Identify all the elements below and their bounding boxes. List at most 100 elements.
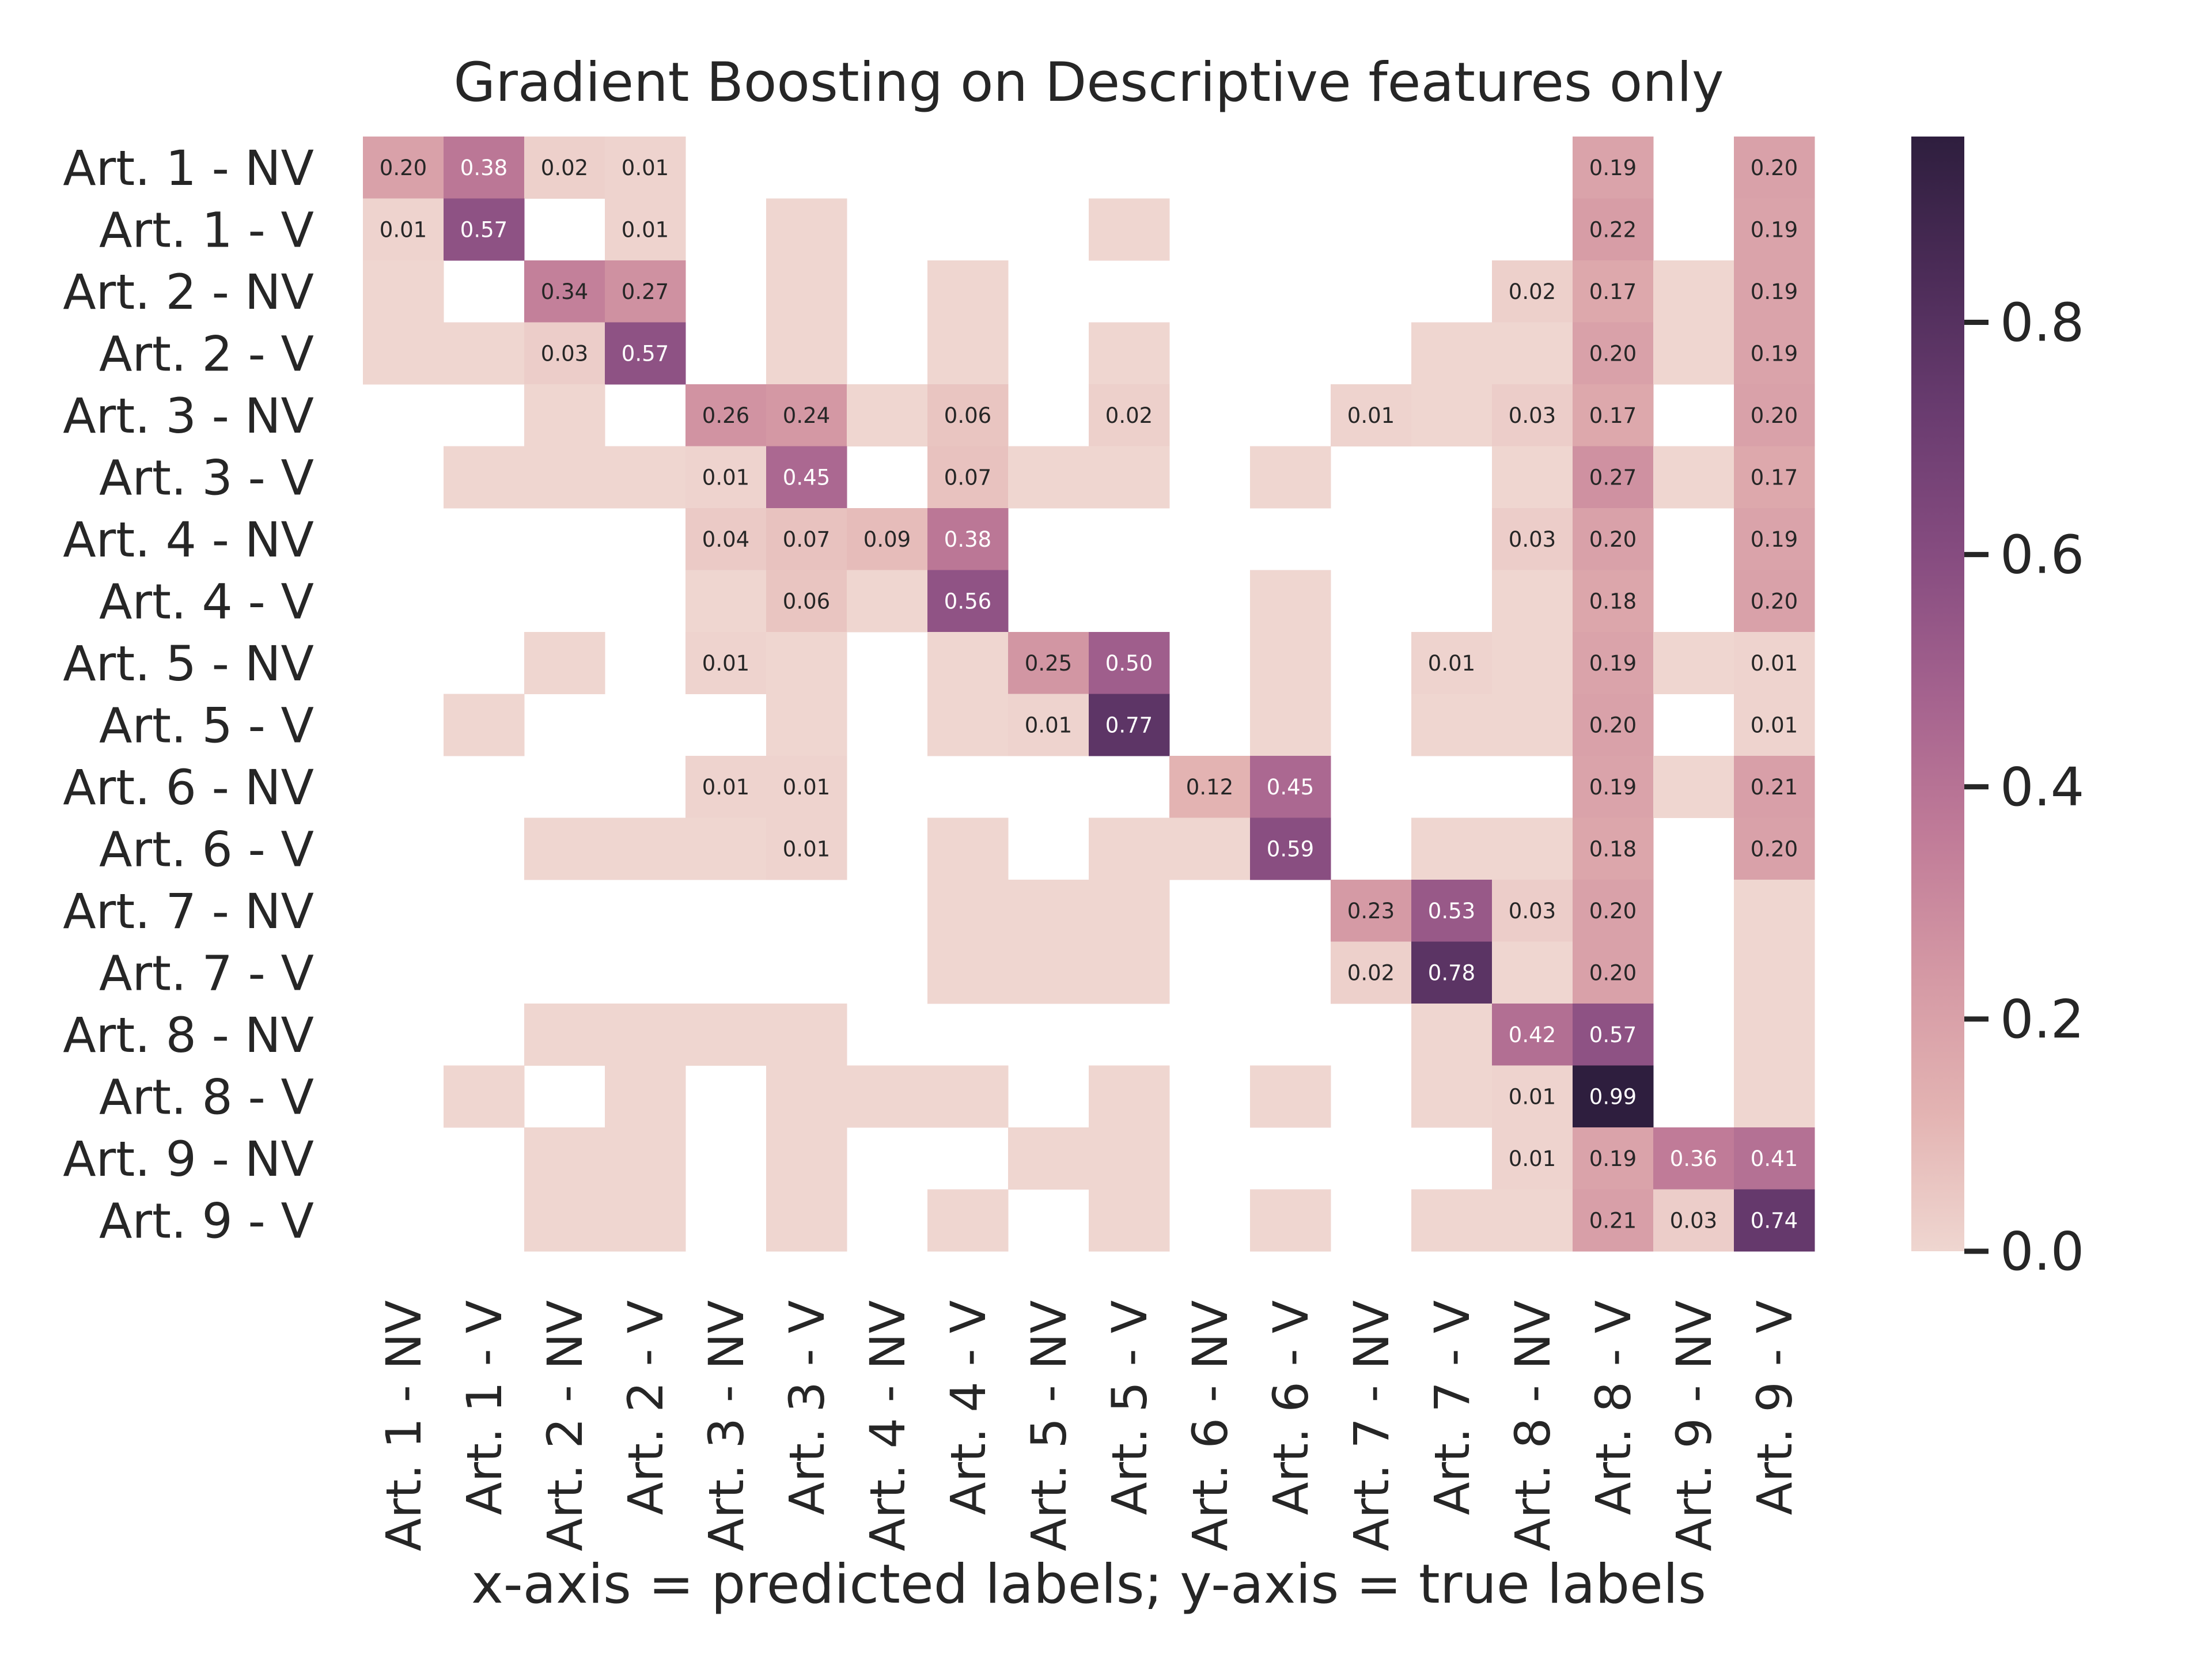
- cell-value-label: 0.45: [1267, 775, 1314, 800]
- colorbar-ticks: 0.0 0.2 0.4 0.6 0.8: [1964, 292, 2084, 1282]
- heatmap-cell: [605, 1065, 686, 1128]
- x-tick-label: Art. 4 - NV: [859, 1300, 916, 1551]
- y-tick-label: Art. 5 - V: [99, 697, 314, 754]
- cell-value-label: 0.19: [1751, 527, 1798, 552]
- heatmap-cell: [1573, 322, 1654, 385]
- cell-value-label: 0.99: [1589, 1084, 1637, 1109]
- chart-title: Gradient Boosting on Descriptive feature…: [453, 51, 1724, 114]
- heatmap-cell: [1411, 817, 1493, 880]
- y-tick-label: Art. 1 - NV: [63, 140, 314, 196]
- y-tick-label: Art. 5 - NV: [63, 635, 314, 692]
- heatmap-cell: [444, 198, 525, 261]
- heatmap-cell: [847, 508, 928, 570]
- heatmap-cell: [1734, 1127, 1815, 1190]
- cell-value-label: 0.77: [1105, 713, 1153, 737]
- cell-value-label: 0.74: [1751, 1208, 1798, 1233]
- heatmap-cell: [927, 260, 1009, 323]
- heatmap-cell: [1492, 260, 1573, 323]
- cell-value-label: 0.01: [1428, 651, 1475, 676]
- colorbar-tick-label: 0.8: [2000, 292, 2084, 354]
- heatmap-cell: [685, 1004, 767, 1066]
- heatmap-cell: [766, 1004, 847, 1066]
- heatmap-cell: [1573, 1127, 1654, 1190]
- cell-value-label: 0.23: [1347, 899, 1395, 923]
- heatmap-cell: [1089, 446, 1170, 509]
- heatmap-cell: [1411, 1189, 1493, 1252]
- heatmap-cell: [1250, 1065, 1331, 1128]
- heatmap-cell: [685, 756, 767, 818]
- y-tick-label: Art. 4 - NV: [63, 512, 314, 568]
- heatmap-cell: [1169, 817, 1251, 880]
- x-tick-label: Art. 1 - NV: [376, 1300, 432, 1551]
- heatmap-cell: [1411, 1065, 1493, 1128]
- heatmap-cell: [1734, 322, 1815, 385]
- x-tick-label: Art. 6 - NV: [1182, 1300, 1238, 1551]
- cell-value-label: 0.34: [541, 279, 588, 304]
- heatmap-cell: [605, 1004, 686, 1066]
- heatmap-cell: [605, 1127, 686, 1190]
- y-tick-label: Art. 8 - NV: [63, 1007, 314, 1063]
- cell-value-label: 0.24: [783, 403, 830, 428]
- cell-value-label: 0.19: [1751, 341, 1798, 366]
- heatmap-cell: [1492, 322, 1573, 385]
- heatmap-cell: [766, 570, 847, 633]
- heatmap-cell: [927, 632, 1009, 694]
- cell-value-label: 0.01: [702, 775, 749, 800]
- y-tick-label: Art. 9 - NV: [63, 1131, 314, 1187]
- heatmap-cell: [766, 632, 847, 694]
- heatmap-cell: [1734, 137, 1815, 199]
- cell-value-label: 0.20: [1589, 527, 1637, 552]
- heatmap-cell: [1734, 446, 1815, 509]
- heatmap-cell: [1734, 941, 1815, 1004]
- heatmap-cell: [1573, 1004, 1654, 1066]
- heatmap-cell: [1411, 384, 1493, 446]
- x-tick-label: Art. 4 - V: [940, 1300, 997, 1515]
- heatmap-cell: [1734, 570, 1815, 633]
- cell-value-label: 0.03: [1509, 403, 1556, 428]
- heatmap-cell: [363, 322, 444, 385]
- cell-value-label: 0.59: [1267, 836, 1314, 861]
- x-tick-label: Art. 8 - NV: [1505, 1300, 1561, 1551]
- heatmap-cell: [1089, 632, 1170, 694]
- heatmap-cell: [524, 1189, 605, 1252]
- cell-value-label: 0.18: [1589, 589, 1637, 614]
- cell-value-label: 0.01: [783, 775, 830, 800]
- heatmap-cell: [1492, 384, 1573, 446]
- heatmap-cell: [1734, 817, 1815, 880]
- heatmap-cell: [1250, 570, 1331, 633]
- heatmap-cell: [685, 384, 767, 446]
- cell-value-label: 0.19: [1751, 279, 1798, 304]
- cell-value-label: 0.19: [1589, 775, 1637, 800]
- cell-value-label: 0.07: [944, 465, 991, 490]
- cell-value-label: 0.45: [783, 465, 830, 490]
- heatmap-cell: [1734, 880, 1815, 942]
- heatmap-cell: [1250, 817, 1331, 880]
- cell-value-label: 0.03: [1670, 1208, 1717, 1233]
- heatmap-cell: [766, 198, 847, 261]
- cell-value-label: 0.01: [622, 156, 669, 180]
- cell-value-label: 0.21: [1589, 1208, 1637, 1233]
- heatmap-cell: [1411, 941, 1493, 1004]
- heatmap-cell: [1411, 1004, 1493, 1066]
- cell-value-label: 0.02: [1347, 960, 1395, 985]
- cell-value-label: 0.27: [1589, 465, 1637, 490]
- cell-value-label: 0.09: [863, 527, 911, 552]
- heatmap-cell: [605, 1189, 686, 1252]
- cell-value-label: 0.38: [944, 527, 991, 552]
- cell-value-label: 0.01: [702, 651, 749, 676]
- heatmap-cell: [605, 198, 686, 261]
- y-tick-label: Art. 4 - V: [99, 573, 314, 630]
- x-axis-tick-labels: Art. 1 - NV Art. 1 - V Art. 2 - NV Art. 2 -…: [376, 1300, 1803, 1551]
- cell-value-label: 0.01: [1751, 651, 1798, 676]
- y-tick-label: Art. 2 - NV: [63, 264, 314, 320]
- cell-value-label: 0.57: [622, 341, 669, 366]
- x-tick-label: Art. 7 - NV: [1343, 1300, 1400, 1551]
- heatmap-cell: [927, 384, 1009, 446]
- heatmap-cell: [1089, 1127, 1170, 1190]
- heatmap-cell: [1573, 817, 1654, 880]
- heatmap-cell: [1250, 694, 1331, 756]
- heatmap-cell: [1492, 1189, 1573, 1252]
- heatmap-cell: [1734, 756, 1815, 818]
- heatmap-cell: [766, 1065, 847, 1128]
